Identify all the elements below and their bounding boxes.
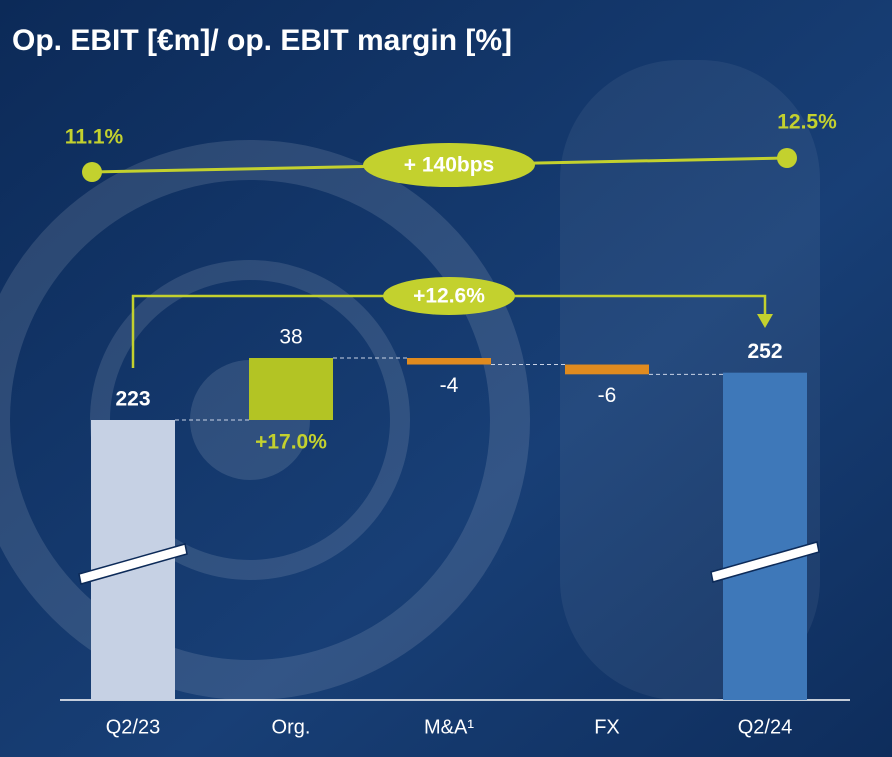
bar: [407, 358, 491, 365]
bar: [249, 358, 333, 420]
chart: Op. EBIT [€m]/ op. EBIT margin [%] 223 Q2…: [0, 0, 892, 757]
value-label: 223: [115, 388, 150, 411]
margin-point: [777, 148, 797, 168]
x-tick-label: FX: [594, 716, 620, 738]
margin-change: + 140bps: [404, 154, 494, 177]
margin-label: 12.5%: [777, 111, 837, 134]
growth-label: +12.6%: [413, 285, 485, 308]
value-label: -6: [598, 384, 617, 407]
value-label: -4: [440, 374, 459, 397]
x-tick-label: M&A¹: [424, 716, 474, 738]
value-label: 38: [279, 326, 302, 349]
chart-title: Op. EBIT [€m]/ op. EBIT margin [%]: [12, 24, 512, 57]
bar: [723, 373, 807, 700]
margin-label: 11.1%: [65, 126, 124, 149]
x-tick-label: Org.: [272, 716, 311, 738]
bar: [565, 365, 649, 375]
value-label: 252: [747, 340, 782, 363]
x-tick-label: Q2/24: [738, 716, 792, 738]
margin-point: [82, 162, 102, 182]
x-tick-label: Q2/23: [106, 716, 160, 738]
annotation: +17.0%: [255, 431, 327, 454]
